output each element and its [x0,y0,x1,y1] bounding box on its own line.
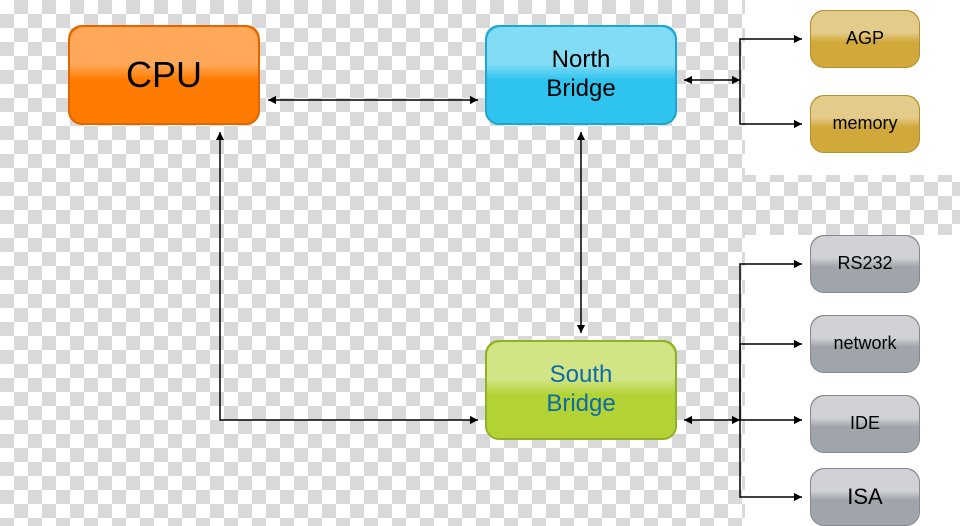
edge-sbus-isa [740,420,802,497]
edge-nbus-memory [740,80,802,124]
node-cpu: CPU [68,25,260,125]
node-south: South Bridge [485,340,677,440]
edge-nbus-agp [740,39,802,80]
node-isa: ISA [810,468,920,526]
node-rs232: RS232 [810,235,920,293]
node-south-label: South Bridge [546,361,615,419]
node-memory: memory [810,95,920,153]
edge-south-cpu [220,132,478,420]
node-agp: AGP [810,10,920,68]
node-network-label: network [833,333,896,355]
edge-sbus-rs232 [740,264,802,420]
node-north-label: North Bridge [546,46,615,104]
node-isa-label: ISA [847,484,882,510]
diagram-canvas: CPU North Bridge South Bridge AGP memory RS23… [0,0,960,526]
edge-sbus-network [740,344,802,420]
node-memory-label: memory [832,113,897,135]
node-ide-label: IDE [850,413,880,435]
node-network: network [810,315,920,373]
node-agp-label: AGP [846,28,884,50]
node-cpu-label: CPU [126,53,202,96]
node-ide: IDE [810,395,920,453]
node-rs232-label: RS232 [837,253,892,275]
node-north: North Bridge [485,25,677,125]
